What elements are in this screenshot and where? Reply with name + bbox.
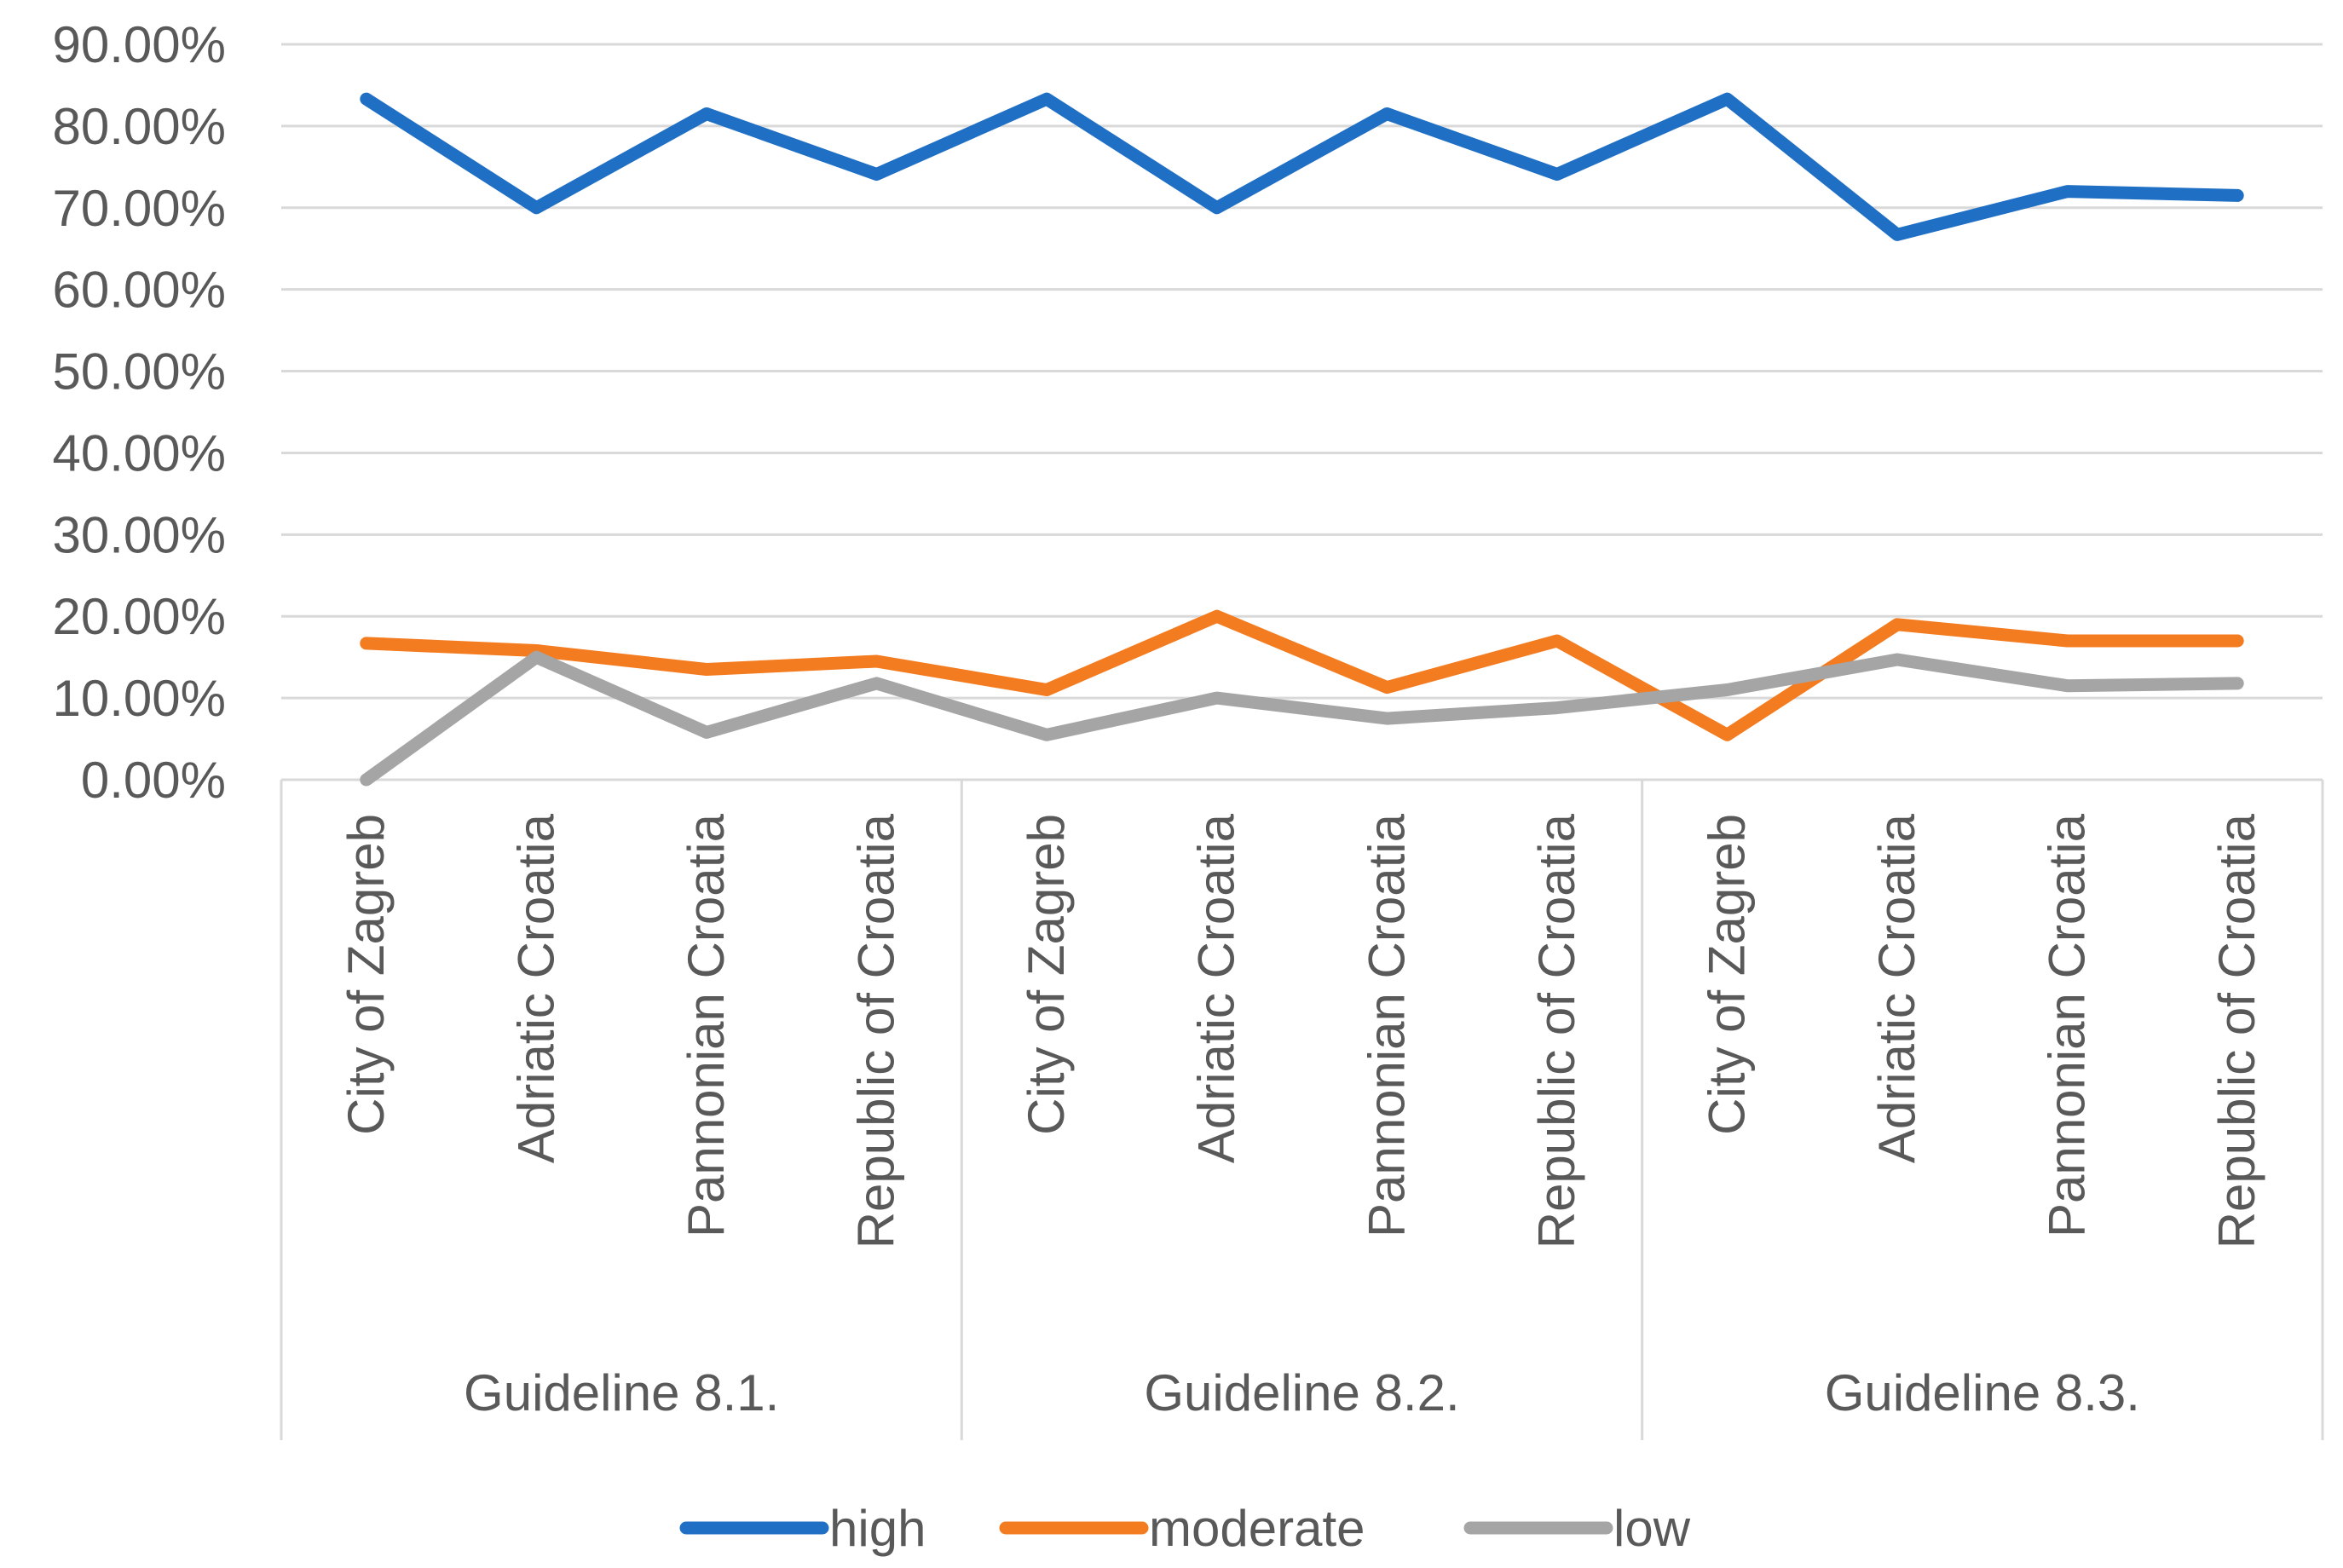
legend-label-low: low <box>1613 1500 1691 1557</box>
x-tick-label: Republic of Croatia <box>1528 813 1585 1248</box>
y-tick-label: 70.00% <box>53 180 227 237</box>
y-tick-label: 60.00% <box>53 262 227 319</box>
x-tick-label: Adriatic Croatia <box>1868 813 1925 1163</box>
data-point-low <box>870 677 883 689</box>
x-tick-label: City of Zagreb <box>1018 814 1075 1135</box>
data-point-moderate <box>700 663 713 676</box>
data-point-low <box>2061 679 2074 692</box>
data-point-moderate <box>1381 681 1394 694</box>
group-label: Guideline 8.2. <box>1144 1364 1459 1421</box>
data-point-moderate <box>1721 729 1734 741</box>
data-point-high <box>2231 189 2244 202</box>
data-point-low <box>360 774 372 786</box>
data-point-high <box>870 168 883 181</box>
group-label: Guideline 8.3. <box>1825 1364 2140 1421</box>
data-point-high <box>1381 107 1394 120</box>
y-tick-label: 30.00% <box>53 506 227 563</box>
legend-label-moderate: moderate <box>1149 1500 1365 1557</box>
data-point-low <box>530 651 543 664</box>
y-tick-label: 40.00% <box>53 424 227 481</box>
gridlines <box>281 43 2323 700</box>
data-point-high <box>1210 201 1223 214</box>
data-point-high <box>1041 93 1053 106</box>
legend-label-high: high <box>829 1500 926 1557</box>
data-point-moderate <box>2231 634 2244 647</box>
data-point-low <box>1721 683 1734 696</box>
data-point-moderate <box>1891 618 1904 631</box>
series-line-moderate <box>360 609 2244 741</box>
x-tick-label: Republic of Croatia <box>848 813 905 1248</box>
series-line-high <box>360 92 2244 241</box>
data-point-high <box>2061 185 2074 198</box>
x-tick-label: Pannonian Croatia <box>2039 813 2096 1237</box>
x-tick-label: Adriatic Croatia <box>1188 813 1245 1163</box>
group-label: Guideline 8.1. <box>464 1364 779 1421</box>
x-tick-label: Adriatic Croatia <box>507 813 564 1163</box>
x-tick-label: City of Zagreb <box>1698 814 1755 1135</box>
data-point-moderate <box>870 654 883 667</box>
y-tick-label: 10.00% <box>53 670 227 727</box>
x-tick-label: Republic of Croatia <box>2208 813 2265 1248</box>
y-tick-label: 20.00% <box>53 588 227 645</box>
data-point-low <box>700 726 713 739</box>
y-axis-tick-labels: 0.00% 10.00% 20.00% 30.00% 40.00% 50.00% 60.00… <box>53 16 227 809</box>
data-point-moderate <box>360 637 372 649</box>
y-tick-label: 0.00% <box>81 752 226 809</box>
axis-lines <box>280 778 2324 1440</box>
x-axis-group-labels: Guideline 8.1. Guideline 8.2. Guideline 8.… <box>464 1364 2140 1421</box>
data-point-low <box>1891 654 1904 666</box>
x-tick-label: Pannonian Croatia <box>1358 813 1415 1237</box>
x-tick-label: Pannonian Croatia <box>678 813 735 1237</box>
data-point-high <box>1891 228 1904 241</box>
data-point-high <box>530 201 543 214</box>
series-line-low <box>360 650 2244 787</box>
series-lines <box>360 92 2244 787</box>
data-point-low <box>2231 677 2244 689</box>
data-point-low <box>1381 712 1394 725</box>
data-point-low <box>1041 729 1053 741</box>
data-point-low <box>1550 701 1563 714</box>
y-tick-label: 90.00% <box>53 16 227 73</box>
data-point-high <box>1550 168 1563 181</box>
legend: high moderate low <box>679 1500 1691 1557</box>
x-axis-category-labels: City of Zagreb Adriatic Croatia Pannonian … <box>338 813 2265 1248</box>
x-tick-label: City of Zagreb <box>338 814 395 1135</box>
y-tick-label: 80.00% <box>53 98 227 155</box>
data-point-low <box>1210 692 1223 705</box>
y-tick-label: 50.00% <box>53 343 227 401</box>
data-point-high <box>1721 93 1734 106</box>
data-point-moderate <box>1041 683 1053 696</box>
data-point-high <box>360 93 372 106</box>
data-point-moderate <box>1210 610 1223 623</box>
data-point-moderate <box>2061 634 2074 647</box>
data-point-high <box>700 107 713 120</box>
data-point-moderate <box>1550 634 1563 647</box>
